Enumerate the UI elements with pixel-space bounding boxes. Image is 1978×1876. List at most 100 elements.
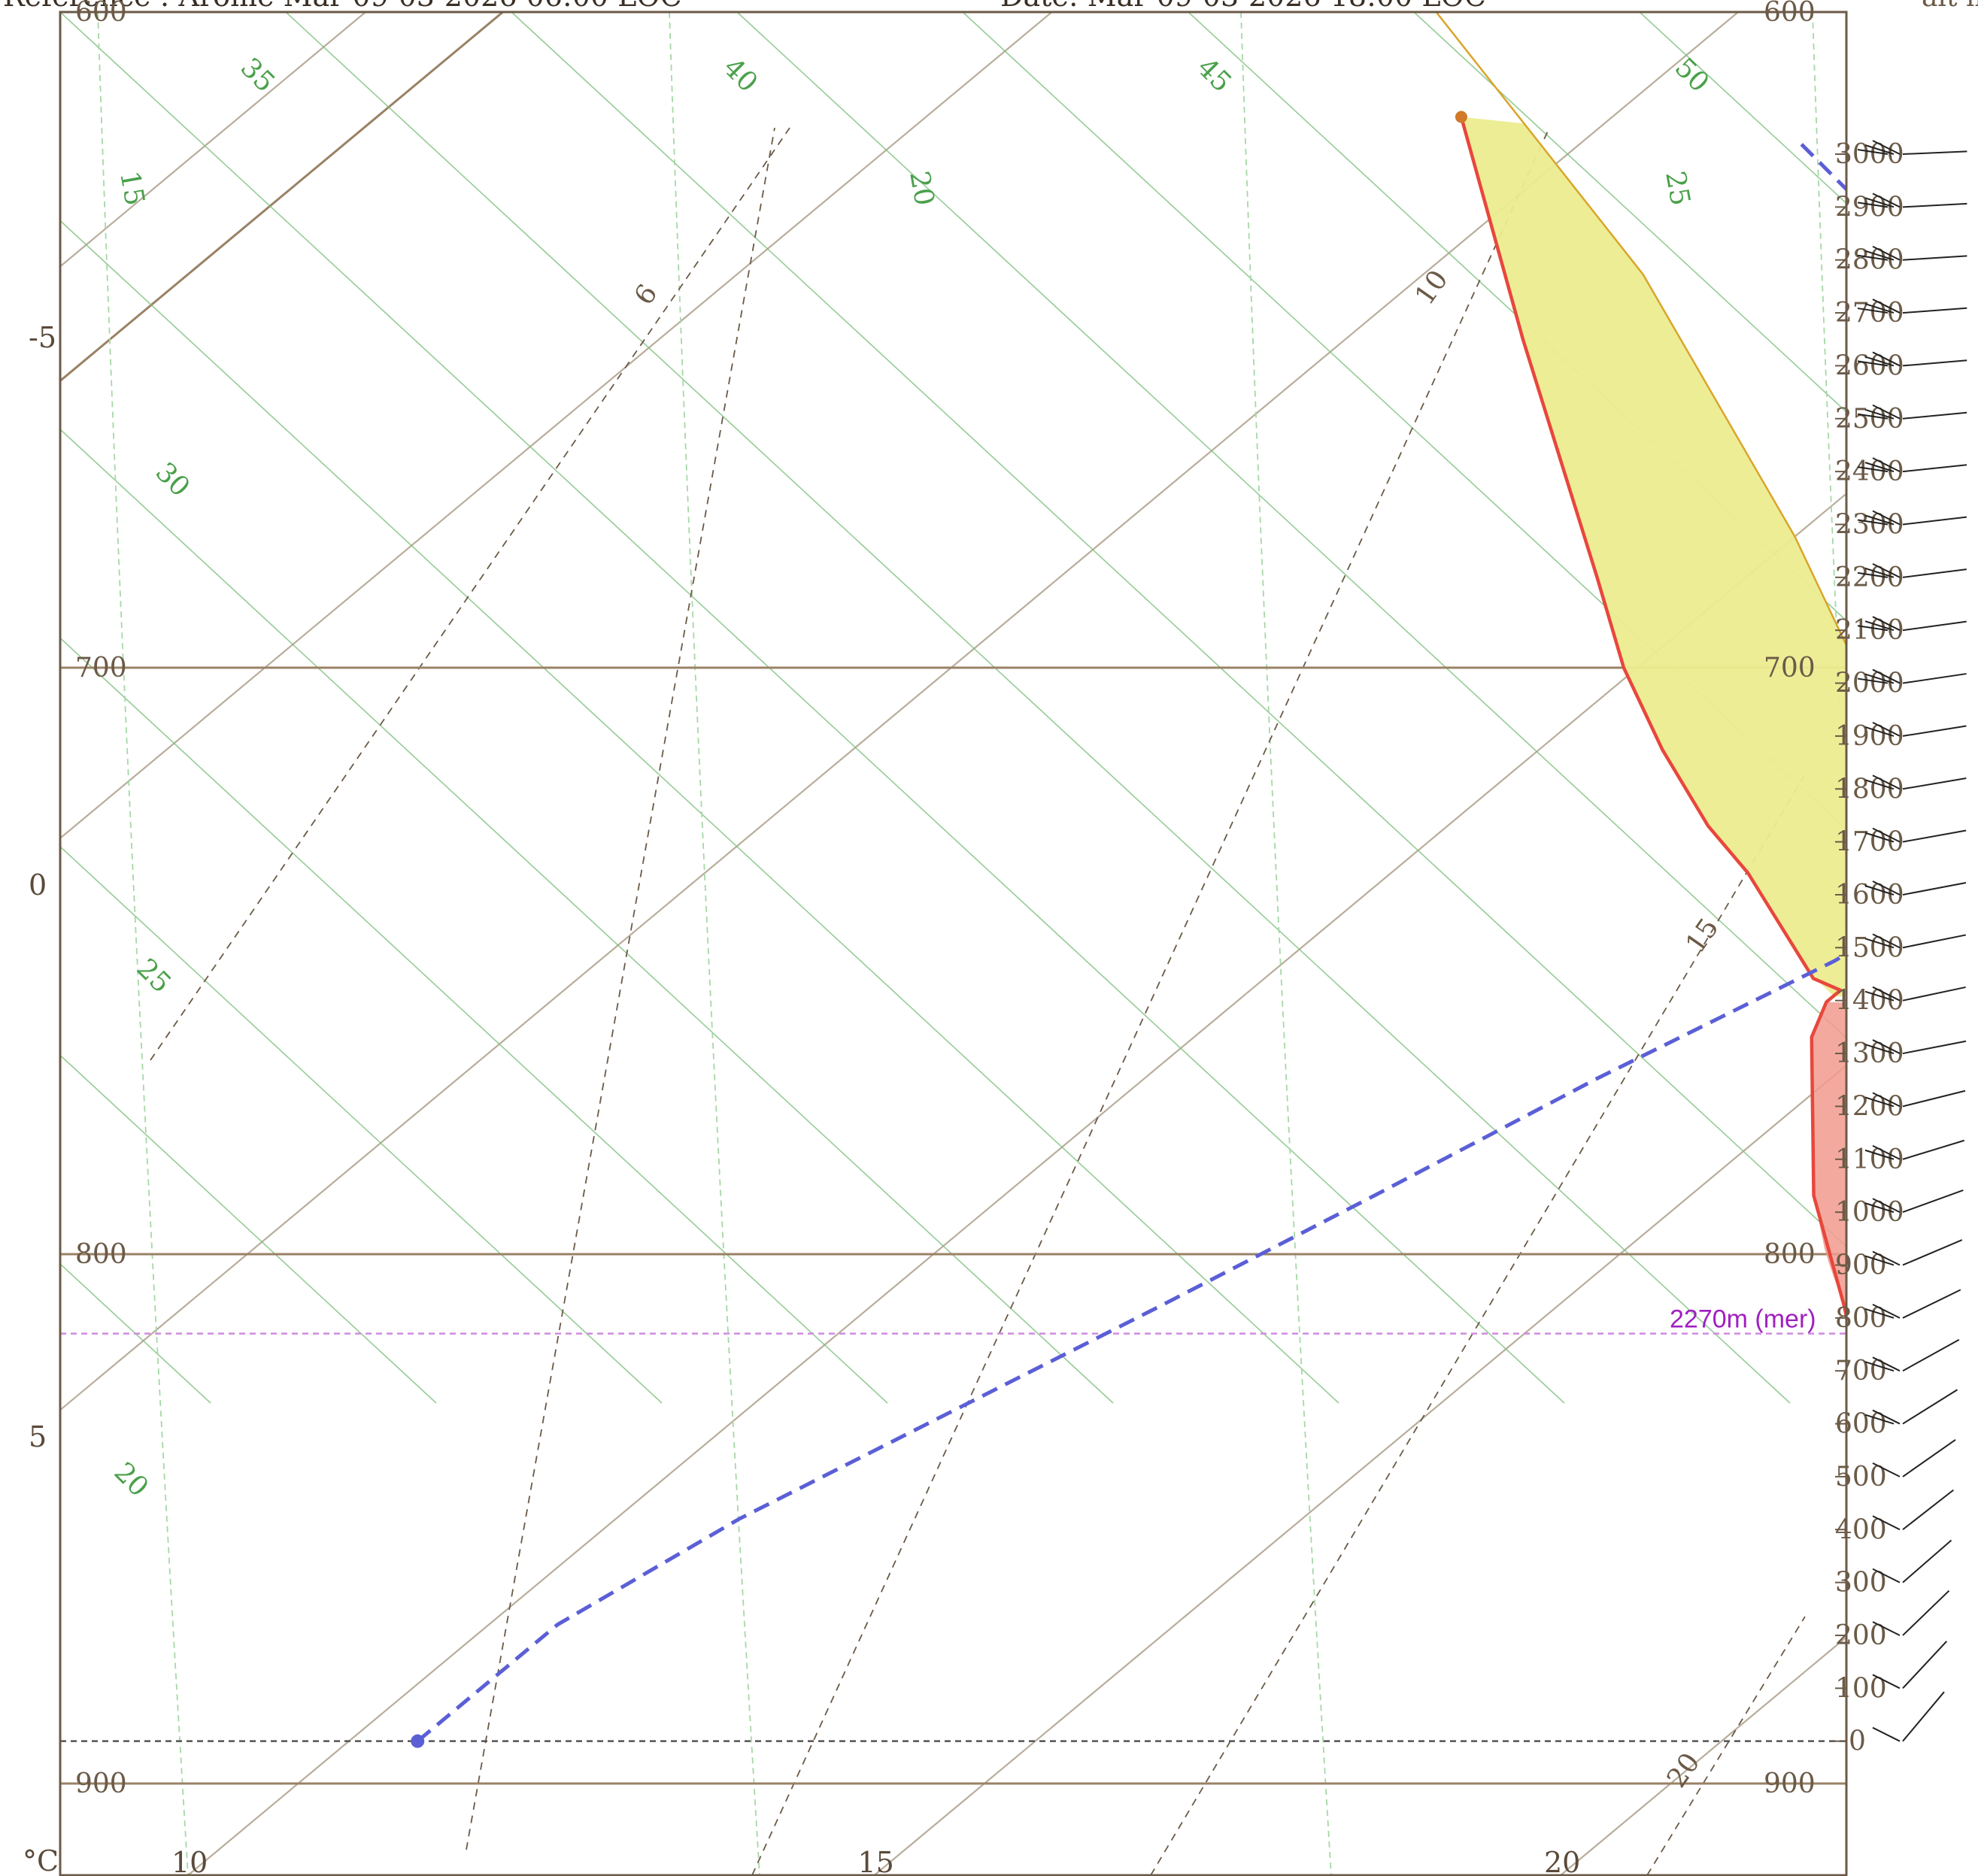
altitude-label: 700 <box>1835 1356 1887 1387</box>
wind-barb-flag <box>1872 140 1901 155</box>
wind-barb <box>1902 516 1967 526</box>
isotherm-line <box>60 12 1739 1411</box>
wind-barb-flag <box>1864 832 1895 843</box>
wind-barb <box>1902 411 1967 420</box>
wind-barb-flag <box>1864 408 1895 420</box>
wind-barb <box>1902 725 1967 737</box>
wind-barb <box>1902 934 1967 949</box>
wind-barb-flag <box>1864 514 1895 526</box>
wind-barb <box>1902 1691 1945 1742</box>
pressure-label-right: 800 <box>1764 1239 1816 1270</box>
wind-barb <box>1902 777 1967 790</box>
wind-barb-flag <box>1864 673 1895 684</box>
wind-barb <box>1902 881 1967 896</box>
plot-frame <box>59 11 1848 1876</box>
wind-barb <box>1902 1338 1960 1372</box>
isotherm-line <box>187 492 1846 1875</box>
pressure-label-left: 800 <box>75 1239 127 1270</box>
wind-barb <box>1902 1139 1965 1160</box>
wind-barb-flag <box>1872 457 1901 473</box>
wind-barb <box>1902 1641 1948 1690</box>
altitude-label: 1900 <box>1835 721 1904 752</box>
wind-barb <box>1902 1040 1967 1055</box>
dry-adiabat-line <box>60 1054 437 1404</box>
wind-barb-flag <box>1872 986 1901 1002</box>
x-tick-label: 10 <box>171 1846 208 1876</box>
reference-header: Référence : Arome Mar 09-03-2026 06:00 L… <box>3 0 682 13</box>
zero-isotherm-line <box>60 12 504 383</box>
wind-barb-flag <box>1872 404 1901 420</box>
isotherm-line <box>873 1064 1846 1875</box>
axis-labels: 600 600 700 700 800 800 900 900 °C 10 15 20 25 -5 0 5 35… <box>23 0 1816 1876</box>
altitude-label: 200 <box>1835 1620 1887 1651</box>
wind-barb-flag <box>1864 1361 1895 1372</box>
dry-adiabat-line <box>60 845 663 1404</box>
wind-barb <box>1902 359 1967 367</box>
altitude-label: 1200 <box>1835 1091 1904 1122</box>
pressure-label-right: 900 <box>1764 1768 1816 1799</box>
moist-adiabat-line <box>1240 12 1332 1875</box>
altitude-label: 1700 <box>1835 827 1904 858</box>
mixing-ratio-line <box>1150 774 1806 1875</box>
wind-barb <box>1902 464 1967 473</box>
dry-adiabat-line <box>736 12 1846 1039</box>
pressure-label-right: 600 <box>1764 0 1816 28</box>
date-header: Date: Mar 09-03-2026 18:00 LOC <box>1000 0 1486 13</box>
wind-barb-flag <box>1872 1144 1901 1160</box>
pressure-label-left: 900 <box>75 1768 127 1799</box>
wind-barb <box>1902 150 1967 155</box>
altitude-unit-label: alt m <box>1922 0 1978 13</box>
altitude-label: 2300 <box>1835 509 1904 540</box>
wind-barb-flag <box>1857 677 1889 684</box>
mixing-ratio-line <box>150 127 790 1061</box>
wind-barb-flag <box>1872 1039 1901 1054</box>
wind-barb-flag <box>1864 1255 1895 1266</box>
dry-adiabat-line <box>60 637 888 1404</box>
cin-fill <box>1811 1002 1846 1317</box>
wind-barb-flag <box>1864 990 1895 1002</box>
left-temp-label: 0 <box>29 868 47 902</box>
wind-barb-flag <box>1857 360 1889 367</box>
dry-adiabat-line <box>1413 12 1846 413</box>
profile-series <box>411 12 1846 1748</box>
wind-barb-flag <box>1864 1096 1895 1108</box>
parcel-line <box>1435 12 1846 647</box>
wind-barb-flag <box>1864 885 1895 896</box>
altitude-label: 500 <box>1835 1462 1887 1493</box>
wind-barb-flag <box>1872 668 1901 684</box>
altitude-label: 3000 <box>1835 139 1904 170</box>
dew_point-surface-point <box>411 1734 425 1748</box>
wind-barb <box>1902 1090 1966 1108</box>
reference-altitude-label: 2270m (mer) <box>1670 1305 1816 1334</box>
pressure-label-right: 700 <box>1764 653 1816 683</box>
wind-barb-flag <box>1857 149 1889 155</box>
wind-barb-flag <box>1864 1202 1895 1214</box>
wind-barb <box>1902 986 1966 1002</box>
dry-adiabat-line <box>60 1262 211 1404</box>
altitude-label: 800 <box>1835 1303 1887 1334</box>
wind-barb-flag <box>1857 254 1889 261</box>
wind-barb-flag <box>1864 356 1895 367</box>
x-tick-label: 15 <box>858 1846 894 1876</box>
altitude-label: 1300 <box>1835 1038 1904 1069</box>
wind-barb <box>1902 568 1967 578</box>
wind-barb-flag <box>1864 1044 1895 1055</box>
wind-barb-flag <box>1857 571 1889 578</box>
wind-barb-flag <box>1872 1250 1901 1266</box>
theta-w-label: 20 <box>903 168 939 208</box>
wind-barb-flag <box>1872 562 1901 578</box>
altitude-label: 1000 <box>1835 1197 1904 1228</box>
mixing-ratio-line <box>1646 1616 1806 1875</box>
cape-fill <box>1461 117 1846 997</box>
pressure-label-left: 700 <box>75 653 127 683</box>
wind-barb-flag <box>1872 1092 1901 1108</box>
mixing-ratio-line <box>751 127 1550 1875</box>
theta-w-label: 15 <box>114 168 150 208</box>
wind-barb-flag <box>1864 250 1895 261</box>
wind-barb <box>1902 1239 1963 1266</box>
wind-barb-flag <box>1872 1356 1901 1372</box>
wind-barb-flag <box>1872 1462 1901 1477</box>
altitude-label: 600 <box>1835 1409 1887 1440</box>
dry-adiabat-line <box>285 12 1791 1404</box>
